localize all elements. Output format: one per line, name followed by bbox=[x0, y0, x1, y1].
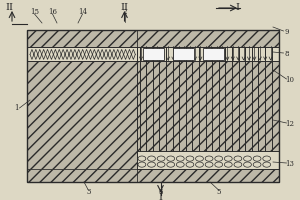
Bar bbox=[136, 47, 279, 61]
Bar bbox=[27, 169, 279, 182]
Bar bbox=[172, 48, 194, 60]
Text: 8: 8 bbox=[284, 50, 289, 58]
Text: I: I bbox=[235, 2, 239, 11]
Text: 2: 2 bbox=[122, 8, 127, 16]
Text: 13: 13 bbox=[285, 160, 294, 168]
Text: 16: 16 bbox=[48, 8, 57, 16]
Text: 5: 5 bbox=[217, 188, 221, 196]
Bar bbox=[27, 47, 136, 61]
Bar bbox=[142, 48, 164, 60]
Bar bbox=[136, 61, 279, 169]
Text: 9: 9 bbox=[284, 28, 289, 36]
Bar bbox=[136, 151, 279, 169]
Bar bbox=[202, 48, 224, 60]
Text: 6: 6 bbox=[158, 188, 163, 196]
Text: 3: 3 bbox=[86, 188, 91, 196]
Bar bbox=[27, 30, 279, 47]
Bar bbox=[27, 61, 136, 169]
Text: I: I bbox=[158, 192, 163, 200]
Text: II: II bbox=[5, 3, 13, 12]
Bar bbox=[27, 30, 279, 182]
Text: 14: 14 bbox=[78, 8, 87, 16]
Text: 15: 15 bbox=[30, 8, 39, 16]
Text: 10: 10 bbox=[285, 76, 294, 84]
Text: II: II bbox=[121, 2, 128, 11]
Text: 12: 12 bbox=[285, 120, 294, 128]
Text: 1: 1 bbox=[14, 104, 19, 112]
Bar bbox=[27, 47, 279, 61]
